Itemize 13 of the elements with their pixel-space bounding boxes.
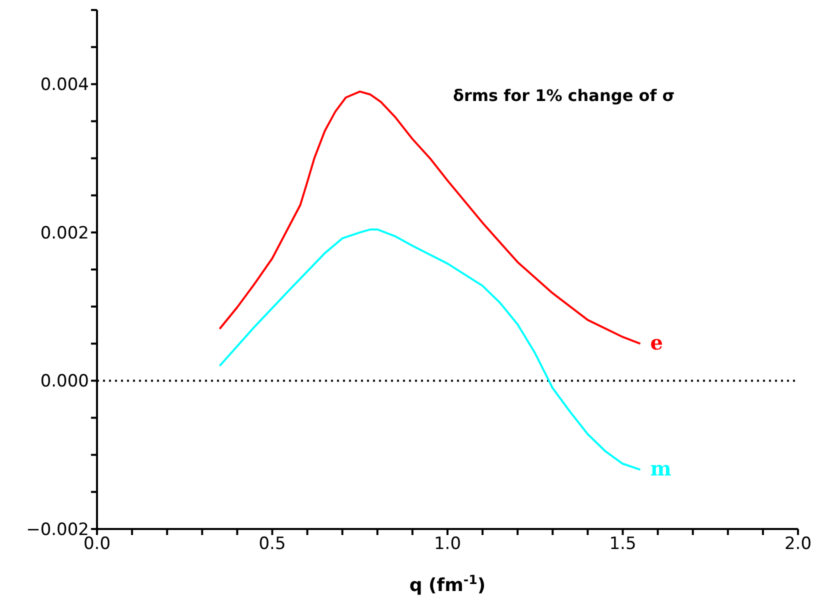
x-tick-label: 0.5: [258, 534, 286, 554]
x-axis-title: q (fm$^{-1}$): [409, 572, 486, 596]
line-series: [218, 228, 642, 471]
y-tick-label: 0.002: [40, 223, 89, 244]
line-series: [218, 90, 642, 345]
y-tick-label: 0.000: [40, 372, 89, 392]
series-label: m: [650, 456, 672, 481]
y-tick-label: 0.004: [40, 75, 89, 96]
x-tick-label: 1.0: [434, 534, 462, 554]
series-label: e: [650, 330, 664, 355]
x-tick-label: 2.0: [784, 534, 812, 554]
annotation: δrms for 1% change of σ: [453, 86, 675, 105]
x-tick-label: 1.5: [609, 534, 636, 554]
